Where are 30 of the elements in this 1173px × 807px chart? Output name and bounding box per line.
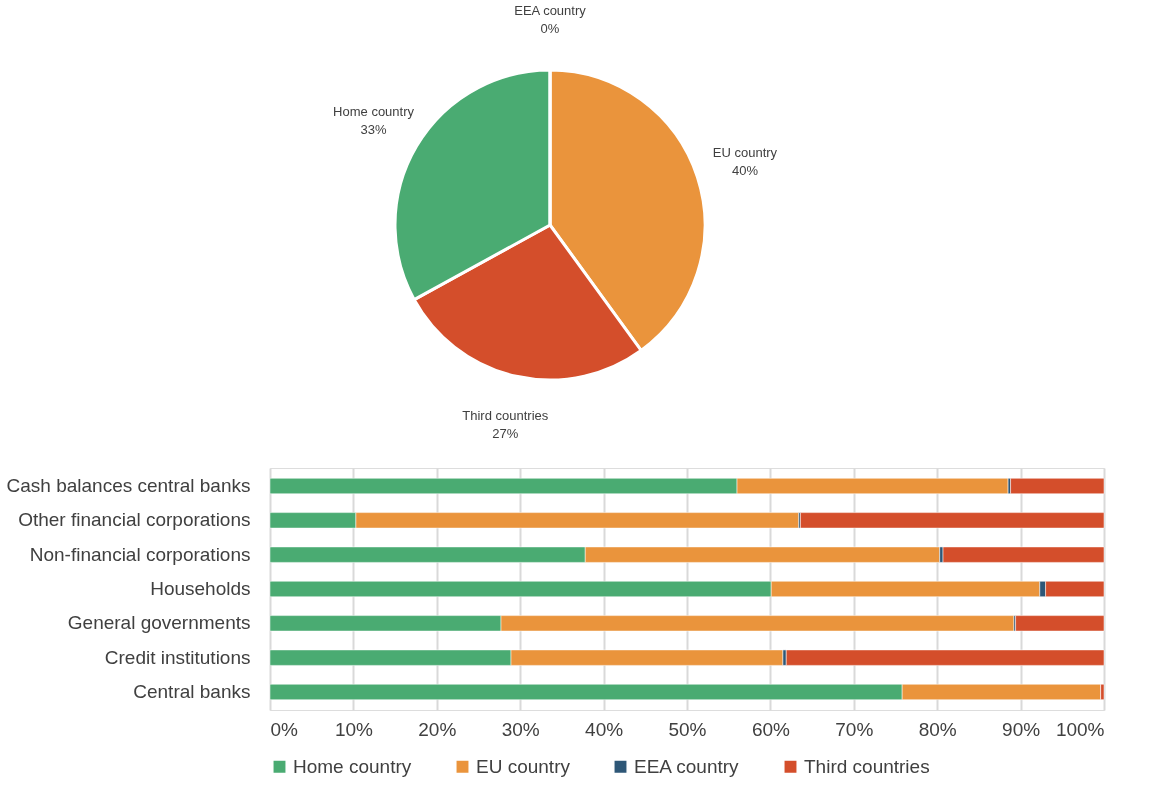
x-tick-label: 60% (751, 718, 791, 740)
slice-label: EU country (712, 144, 778, 160)
x-tick-label: 100% (1055, 718, 1105, 740)
legend-label: Third countries (804, 755, 930, 777)
y-tick-label: Non-financial corporations (29, 543, 251, 565)
legend-label: Home country (293, 755, 412, 777)
slice-label: Home country (333, 103, 415, 119)
slice-label: Third countries (462, 408, 549, 424)
category-label: EEA country (514, 3, 586, 18)
x-tick-label: 50% (668, 718, 707, 740)
legend-label: EEA country (634, 755, 740, 777)
x-tick-label: 40% (585, 718, 624, 740)
text: 0% (540, 21, 560, 36)
data-label: 40% (731, 162, 759, 178)
data-label: 33% (360, 121, 387, 137)
data-label: 27% (492, 426, 519, 442)
y-tick-label: Credit institutions (104, 646, 251, 668)
legend-label: EU country (476, 755, 571, 777)
x-tick-label: 10% (334, 718, 374, 740)
x-tick-label: 20% (418, 718, 457, 740)
y-tick-label: Households (150, 578, 251, 599)
y-tick-label: Central banks (133, 680, 251, 702)
x-tick-label: 90% (1002, 718, 1041, 740)
y-tick-label: General governments (67, 612, 251, 634)
x-tick-label: 30% (501, 718, 540, 740)
y-tick-label: Other financial corporations (18, 509, 251, 531)
y-tick-label: Cash balances central banks (6, 475, 251, 497)
x-tick-label: 0% (270, 718, 299, 740)
x-tick-label: 70% (835, 718, 874, 740)
x-tick-label: 80% (918, 718, 957, 740)
